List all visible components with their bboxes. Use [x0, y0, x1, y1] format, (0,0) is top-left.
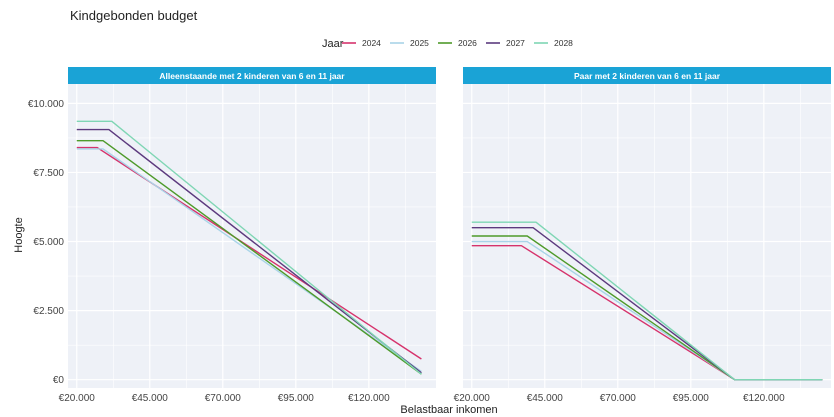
x-tick-label: €70.000	[600, 393, 637, 404]
x-tick-label: €20.000	[454, 393, 491, 404]
x-tick-label: €120.000	[348, 393, 390, 404]
series-line-2027	[76, 128, 422, 374]
series-line-2028	[471, 221, 823, 381]
x-axis-title: Belastbaar inkomen	[400, 404, 497, 416]
legend: Jaar 2024 2025 2026 2027 2028	[322, 38, 573, 50]
y-axis-title: Hoogte	[13, 217, 25, 252]
y-tick-label: €0	[53, 375, 65, 386]
y-tick-label: €2.500	[33, 306, 64, 317]
legend-label-2027: 2027	[506, 38, 525, 48]
panel-strip-label: Paar met 2 kinderen van 6 en 11 jaar	[574, 71, 721, 81]
series-line-2026	[76, 139, 422, 375]
panel-1: Alleenstaande met 2 kinderen van 6 en 11…	[28, 67, 436, 404]
series-line-2025	[76, 148, 422, 372]
x-tick-label: €95.000	[673, 393, 710, 404]
x-tick-label: €20.000	[59, 393, 96, 404]
panel-strip-label: Alleenstaande met 2 kinderen van 6 en 11…	[159, 71, 345, 81]
panel-strip	[463, 67, 831, 84]
series-line-2028	[76, 120, 422, 375]
x-tick-label: €45.000	[527, 393, 564, 404]
legend-item-2028: 2028	[534, 38, 573, 48]
x-tick-label: €120.000	[743, 393, 785, 404]
panels: Alleenstaande met 2 kinderen van 6 en 11…	[28, 67, 831, 404]
legend-item-2024: 2024	[342, 38, 381, 48]
legend-label-2028: 2028	[554, 38, 573, 48]
x-tick-label: €95.000	[278, 393, 315, 404]
y-tick-label: €10.000	[28, 99, 65, 110]
y-tick-label: €7.500	[33, 168, 64, 179]
y-tick-label: €5.000	[33, 237, 64, 248]
x-tick-label: €70.000	[205, 393, 242, 404]
panel-strip	[68, 67, 436, 84]
x-tick-label: €45.000	[132, 393, 169, 404]
legend-item-2025: 2025	[390, 38, 429, 48]
legend-label-2025: 2025	[410, 38, 429, 48]
legend-item-2026: 2026	[438, 38, 477, 48]
legend-item-2027: 2027	[486, 38, 525, 48]
legend-label-2024: 2024	[362, 38, 381, 48]
legend-title: Jaar	[322, 38, 344, 50]
legend-label-2026: 2026	[458, 38, 477, 48]
panel-2: Paar met 2 kinderen van 6 en 11 jaar €20.…	[454, 67, 831, 404]
chart-title: Kindgebonden budget	[70, 8, 198, 23]
